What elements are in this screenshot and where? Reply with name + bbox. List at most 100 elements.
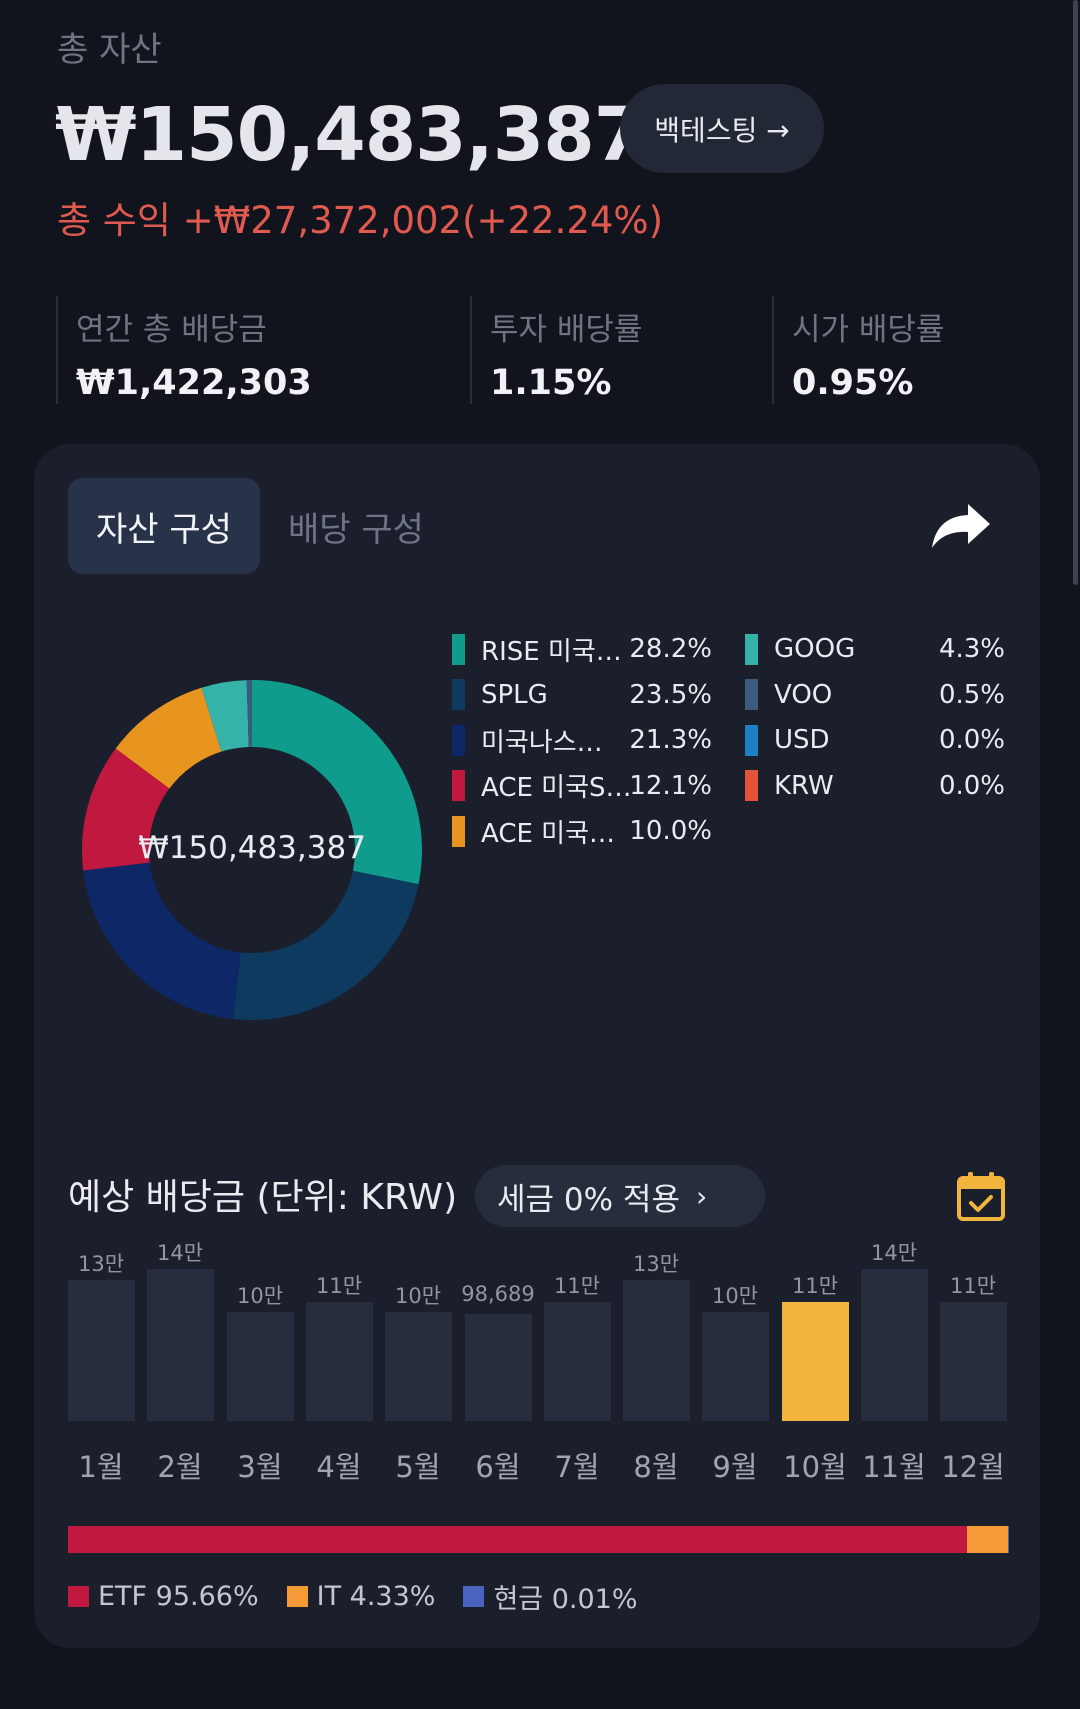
bar-month-label: 2월 xyxy=(157,1450,203,1484)
composition-swatch xyxy=(286,1586,308,1607)
legend-percent: 4.3% xyxy=(938,634,1005,664)
donut-slice xyxy=(201,680,249,752)
backtest-button[interactable]: 백테스팅 → xyxy=(620,84,824,173)
dividend-bar[interactable] xyxy=(465,1314,532,1421)
total-profit-text: 총 수익 +₩27,372,002(+22.24%) xyxy=(57,199,664,242)
calendar-check-icon[interactable] xyxy=(956,1170,1006,1222)
bar-month-label: 5월 xyxy=(395,1450,441,1484)
composition-segment xyxy=(68,1526,968,1553)
donut-slice xyxy=(115,687,222,789)
total-assets-value: ₩150,483,387 xyxy=(55,92,645,178)
legend-item: VOO 0.5% xyxy=(745,672,1005,718)
stat-value: 1.15% xyxy=(490,363,612,403)
expected-dividend-title: 예상 배당금 (단위: KRW) xyxy=(68,1177,458,1218)
donut-slice xyxy=(252,680,422,885)
dividend-bar[interactable] xyxy=(861,1269,928,1421)
stat-value: ₩1,422,303 xyxy=(76,363,312,403)
composition-legend-item: ETF 95.66% xyxy=(68,1581,259,1612)
legend-swatch xyxy=(745,633,758,665)
composition-legend-item: 현금 0.01% xyxy=(463,1577,637,1616)
dividend-bar[interactable] xyxy=(147,1269,214,1421)
donut-center-value: ₩150,483,387 xyxy=(138,830,366,866)
legend-percent: 21.3% xyxy=(629,725,712,755)
tab-dividend-composition[interactable]: 배당 구성 xyxy=(288,509,424,550)
legend-percent: 0.0% xyxy=(938,770,1005,801)
donut-slice xyxy=(82,748,170,871)
tax-apply-button[interactable]: 세금 0% 적용 › xyxy=(475,1165,765,1227)
legend-name: GOOG xyxy=(774,634,856,664)
asset-donut-chart: ₩150,483,387 xyxy=(82,680,422,1020)
composition-swatch xyxy=(68,1586,89,1607)
stat-market-yield: 시가 배당률 0.95% xyxy=(772,296,944,404)
bar-month-label: 3월 xyxy=(237,1450,283,1484)
bar-value-label: 14만 xyxy=(156,1241,204,1265)
bar-value-label: 10만 xyxy=(236,1284,284,1308)
legend-name: ACE 미국… xyxy=(481,818,616,849)
dividend-bar[interactable] xyxy=(306,1302,373,1421)
stat-label: 연간 총 배당금 xyxy=(76,312,267,348)
legend-swatch xyxy=(452,633,465,665)
bar-value-label: 13만 xyxy=(77,1252,125,1276)
legend-name: KRW xyxy=(774,770,834,801)
dividend-bar[interactable] xyxy=(544,1302,611,1421)
dividend-bar[interactable] xyxy=(68,1280,135,1421)
bar-month-label: 12월 xyxy=(941,1450,1005,1484)
legend-percent: 23.5% xyxy=(629,679,712,710)
bar-month-label: 11월 xyxy=(862,1450,926,1484)
legend-percent: 28.2% xyxy=(629,634,712,664)
bar-value-label: 14만 xyxy=(870,1241,918,1265)
donut-slice xyxy=(83,862,241,1019)
dividend-bar[interactable] xyxy=(940,1302,1007,1421)
legend-item: RISE 미국… 28.2% xyxy=(452,626,712,672)
stat-investment-yield: 투자 배당률 1.15% xyxy=(470,296,642,404)
monthly-dividend-chart: 13만 1월 14만 2월 10만 3월 11만 4월 10만 5월 98,689 6월 11만 7월 13… xyxy=(68,1241,1008,1494)
legend-swatch xyxy=(452,679,465,710)
bar-month-label: 10월 xyxy=(783,1450,847,1484)
legend-swatch xyxy=(745,679,758,710)
tab-asset-composition[interactable]: 자산 구성 xyxy=(68,478,260,574)
dividend-bar[interactable] xyxy=(385,1312,452,1421)
legend-name: ACE 미국S… xyxy=(481,773,632,803)
legend-item: SPLG 23.5% xyxy=(452,672,712,718)
bar-value-label: 13만 xyxy=(632,1252,680,1276)
legend-percent: 0.0% xyxy=(938,725,1005,755)
share-icon[interactable] xyxy=(930,500,992,552)
dividend-bar[interactable] xyxy=(227,1312,294,1421)
bar-month-label: 4월 xyxy=(316,1450,362,1484)
dividend-bar[interactable] xyxy=(623,1280,690,1421)
bar-month-label: 7월 xyxy=(554,1450,600,1484)
chevron-right-icon: › xyxy=(695,1179,708,1213)
legend-name: USD xyxy=(774,725,830,755)
stat-value: 0.95% xyxy=(792,363,914,403)
donut-slice xyxy=(233,870,419,1020)
sector-composition-legend: ETF 95.66% IT 4.33% 현금 0.01% xyxy=(68,1577,665,1616)
dividend-stats: 연간 총 배당금 ₩1,422,303 투자 배당률 1.15% 시가 배당률 … xyxy=(0,296,1080,404)
legend-percent: 12.1% xyxy=(629,770,712,801)
dividend-bar[interactable] xyxy=(782,1302,849,1421)
bar-value-label: 10만 xyxy=(394,1284,442,1308)
dividend-bar[interactable] xyxy=(702,1312,769,1421)
legend-item: ACE 미국S… 12.1% xyxy=(452,763,712,809)
composition-label: 현금 0.01% xyxy=(493,1584,638,1615)
bar-month-label: 9월 xyxy=(712,1450,758,1484)
composition-label: ETF 95.66% xyxy=(98,1581,259,1612)
legend-item: GOOG 4.3% xyxy=(745,626,1005,672)
legend-item: ACE 미국… 10.0% xyxy=(452,808,712,854)
bar-value-label: 11만 xyxy=(791,1274,839,1298)
composition-segment xyxy=(967,1526,1008,1553)
page-scrollbar[interactable] xyxy=(1073,0,1078,585)
legend-name: RISE 미국… xyxy=(481,636,622,667)
bar-value-label: 11만 xyxy=(315,1274,363,1298)
bar-value-label: 11만 xyxy=(949,1274,997,1298)
legend-item: 미국나스… 21.3% xyxy=(452,717,712,763)
bar-month-label: 8월 xyxy=(633,1450,679,1484)
stat-label: 시가 배당률 xyxy=(792,312,945,348)
legend-item: KRW 0.0% xyxy=(745,763,1005,809)
stat-annual-dividend: 연간 총 배당금 ₩1,422,303 xyxy=(56,296,312,404)
legend-swatch xyxy=(452,770,465,801)
bar-value-label: 11만 xyxy=(553,1274,601,1298)
composition-label: IT 4.33% xyxy=(316,1581,436,1612)
bar-value-label: 10만 xyxy=(711,1284,759,1308)
donut-slice xyxy=(246,680,252,748)
portfolio-card: 자산 구성 배당 구성 ₩150,483,387 RISE 미국… 28.2% SP… xyxy=(34,444,1040,1648)
